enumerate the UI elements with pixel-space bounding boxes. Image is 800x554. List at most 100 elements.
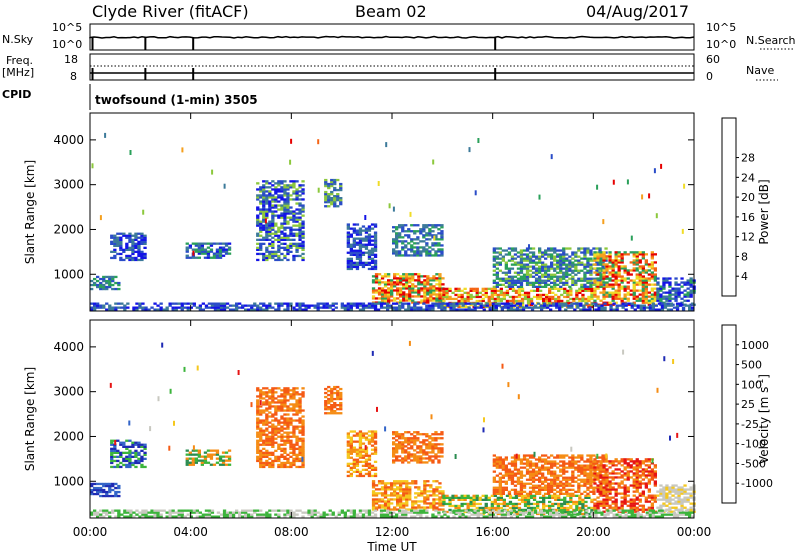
data-cell (392, 252, 396, 255)
data-cell (213, 302, 218, 305)
data-cell (423, 502, 427, 505)
data-cell (128, 254, 132, 258)
data-cell (401, 449, 405, 452)
data-cell (454, 293, 458, 297)
data-cell (502, 295, 506, 299)
data-cell (408, 273, 412, 276)
data-cell (422, 439, 426, 442)
data-speckle (99, 215, 102, 221)
data-cell (565, 263, 569, 266)
data-cell (530, 302, 535, 305)
data-cell (660, 304, 665, 307)
data-cell (536, 295, 540, 299)
data-cell (413, 453, 417, 456)
data-cell (191, 457, 195, 460)
data-cell (286, 393, 290, 396)
data-cell (262, 214, 266, 217)
data-cell (180, 308, 184, 311)
data-cell (271, 389, 275, 392)
data-cell (644, 297, 648, 300)
data-cell (478, 291, 482, 294)
data-cell (93, 488, 97, 492)
data-cell (265, 409, 269, 412)
data-cell (650, 299, 654, 302)
data-cell (504, 249, 508, 252)
data-cell (289, 451, 293, 454)
data-cell (570, 304, 574, 307)
data-cell (601, 265, 605, 268)
data-cell (599, 263, 603, 266)
data-cell (377, 289, 382, 292)
data-cell (221, 248, 226, 251)
data-cell (416, 224, 420, 227)
data-cell (413, 455, 417, 458)
data-cell (268, 234, 272, 237)
data-cell (200, 242, 204, 245)
data-cell (534, 492, 539, 495)
data-cell (550, 273, 554, 276)
data-cell (590, 305, 594, 309)
data-cell (611, 295, 615, 298)
data-cell (544, 454, 548, 457)
data-cell (286, 244, 290, 247)
data-cell (590, 297, 594, 301)
data-cell (408, 498, 412, 501)
data-cell (373, 434, 378, 437)
data-cell (194, 453, 198, 456)
data-cell (298, 254, 302, 258)
data-cell (373, 231, 378, 234)
data-cell (114, 281, 118, 285)
data-cell (407, 461, 411, 464)
data-cell (280, 443, 284, 446)
data-cell (128, 449, 132, 452)
data-cell (374, 494, 379, 497)
data-cell (373, 247, 378, 250)
data-cell (432, 502, 436, 505)
data-cell (408, 508, 412, 511)
data-cell (490, 293, 494, 297)
data-cell (493, 289, 497, 292)
data-cell (352, 231, 356, 234)
data-cell (614, 255, 618, 258)
data-cell (596, 257, 600, 260)
data-cell (498, 462, 502, 465)
data-cell (519, 253, 524, 256)
data-cell (268, 254, 272, 258)
data-cell (126, 306, 130, 309)
data-cell (441, 283, 445, 286)
data-cell (448, 297, 452, 301)
data-cell (534, 269, 539, 272)
data-cell (219, 302, 224, 305)
data-cell (352, 434, 356, 437)
data-cell (647, 299, 651, 302)
data-cell (449, 306, 453, 309)
data-cell (295, 413, 299, 416)
data-cell (277, 184, 281, 187)
data-cell (277, 204, 281, 207)
data-cell (405, 275, 409, 278)
data-cell (301, 248, 305, 251)
data-cell (268, 437, 272, 440)
data-cell (438, 502, 442, 505)
data-cell (582, 306, 586, 309)
data-cell (683, 295, 687, 298)
data-cell (143, 238, 147, 241)
data-cell (262, 202, 266, 205)
data-cell (553, 283, 557, 286)
data-cell (454, 494, 458, 497)
data-cell (298, 411, 302, 414)
data-cell (423, 506, 427, 509)
data-cell (265, 194, 269, 197)
data-cell (113, 459, 117, 463)
data-cell (647, 291, 651, 294)
data-cell (399, 287, 403, 290)
data-cell (506, 304, 511, 307)
data-cell (395, 232, 399, 235)
data-cell (408, 482, 412, 485)
data-cell (437, 224, 441, 227)
data-cell (644, 299, 648, 302)
data-cell (608, 251, 612, 254)
data-cell (274, 397, 278, 400)
data-cell (417, 277, 421, 280)
data-cell (457, 287, 461, 290)
